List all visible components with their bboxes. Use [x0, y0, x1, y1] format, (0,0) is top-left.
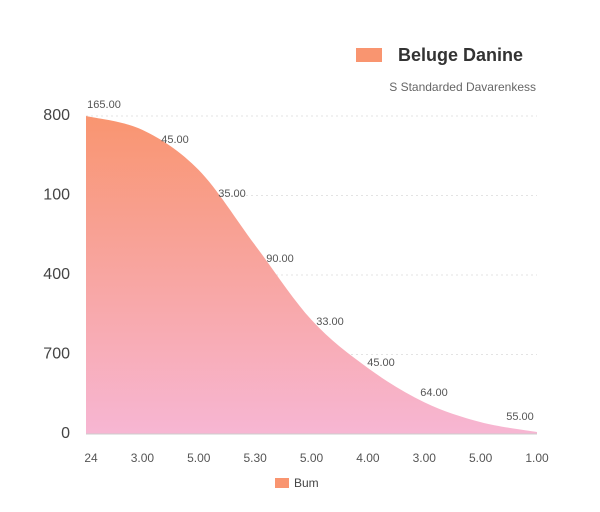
- y-tick-label: 400: [43, 266, 70, 283]
- annotation: 35.00: [218, 188, 246, 200]
- x-tick-label: 3.00: [131, 451, 155, 465]
- legend-label: Bum: [294, 476, 319, 490]
- annotation: 64.00: [420, 387, 448, 399]
- chart-subtitle: S Standarded Davarenkess: [389, 80, 536, 94]
- x-tick-label: 5.00: [300, 451, 324, 465]
- annotation: 55.00: [506, 411, 534, 423]
- chart-title: Beluge Danine: [398, 45, 523, 65]
- x-tick-label: 5.00: [187, 451, 211, 465]
- annotation: 165.00: [87, 99, 121, 111]
- annotation: 45.00: [367, 357, 395, 369]
- y-tick-label: 0: [61, 425, 70, 442]
- y-tick-label: 100: [43, 187, 70, 204]
- x-tick-label: 5.30: [243, 451, 267, 465]
- x-tick-label: 1.00: [525, 451, 549, 465]
- area: [86, 116, 537, 434]
- annotation: 45.00: [161, 134, 189, 146]
- title-swatch: [356, 48, 382, 62]
- x-tick-label: 3.00: [413, 451, 437, 465]
- y-tick-label: 700: [43, 346, 70, 363]
- y-tick-label: 800: [43, 107, 70, 124]
- x-tick-label: 5.00: [469, 451, 493, 465]
- x-tick-label: 4.00: [356, 451, 380, 465]
- annotation: 33.00: [316, 316, 344, 328]
- x-tick-label: 24: [84, 451, 98, 465]
- legend-swatch: [275, 478, 289, 488]
- annotation: 90.00: [266, 253, 294, 265]
